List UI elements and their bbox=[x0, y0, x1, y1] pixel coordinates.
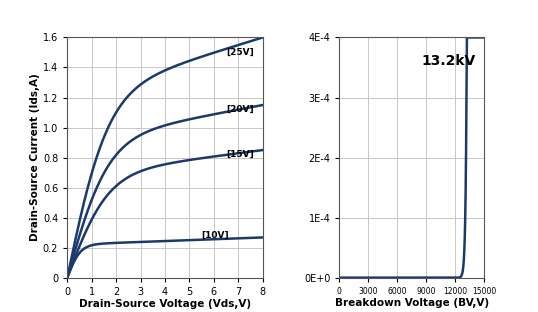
Text: [10V]: [10V] bbox=[202, 231, 229, 240]
Y-axis label: Drain-Source Current (Ids,A): Drain-Source Current (Ids,A) bbox=[30, 74, 40, 241]
Text: [25V]: [25V] bbox=[226, 48, 254, 57]
X-axis label: Breakdown Voltage (BV,V): Breakdown Voltage (BV,V) bbox=[335, 299, 489, 309]
Text: [15V]: [15V] bbox=[226, 150, 254, 159]
Text: 13.2kV: 13.2kV bbox=[421, 55, 476, 68]
Text: [20V]: [20V] bbox=[226, 105, 254, 114]
X-axis label: Drain-Source Voltage (Vds,V): Drain-Source Voltage (Vds,V) bbox=[79, 300, 251, 310]
